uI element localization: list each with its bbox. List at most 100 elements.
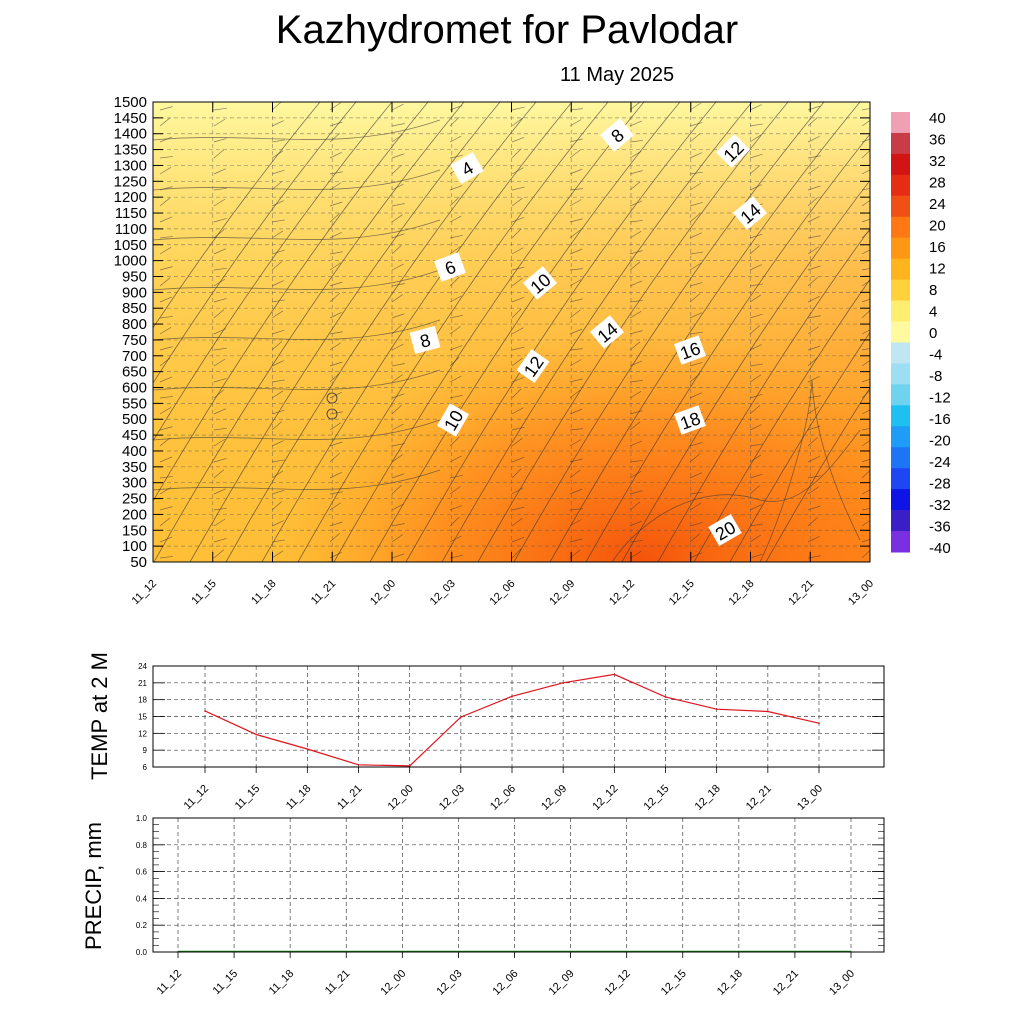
temp-y-tick-label: 12 (138, 729, 147, 738)
wind-barb (213, 518, 226, 527)
wind-barb (449, 394, 463, 399)
heatmap-y-tick-label: 150 (122, 522, 147, 539)
isotherm-line (621, 179, 870, 562)
colorbar-swatch (891, 321, 910, 343)
heatmap-y-tick-label: 250 (122, 491, 147, 508)
wind-barb (329, 471, 342, 479)
colorbar-tick-label: 28 (929, 175, 946, 192)
wind-barb (807, 486, 819, 495)
wind-barb (569, 268, 583, 271)
colorbar-tick-label: 24 (929, 196, 946, 213)
wind-barb (511, 228, 522, 239)
precip-y-tick-label: 1.0 (136, 814, 148, 823)
wind-barb (271, 310, 284, 319)
heatmap-x-tick-label: 12_09 (547, 578, 577, 608)
precip-x-tick-label: 12_03 (434, 968, 464, 998)
wind-barb (391, 134, 403, 143)
heatmap-y-tick-label: 1050 (114, 237, 147, 254)
wind-barb (159, 186, 173, 191)
heatmap-x-tick-label: 12_03 (428, 578, 458, 608)
isotherm-line (153, 169, 441, 191)
wind-barb (213, 278, 226, 287)
heatmap-y-tick-label: 350 (122, 459, 147, 476)
heatmap-y-tick-label: 50 (130, 554, 147, 571)
wind-barb (213, 107, 227, 111)
wind-barb (329, 182, 341, 191)
wind-barb (749, 134, 762, 143)
colorbar-swatch (891, 363, 910, 385)
wind-barb (807, 117, 818, 127)
wind-barb (861, 409, 870, 415)
temp-x-tick-label: 12_03 (437, 783, 467, 813)
wind-barb (391, 313, 405, 319)
wind-barb (629, 421, 641, 431)
wind-barb (511, 327, 524, 335)
wind-barb (749, 184, 762, 191)
wind-barb (569, 508, 583, 511)
wind-barb (629, 261, 641, 271)
wind-barb (391, 523, 405, 527)
wind-barb (329, 502, 341, 511)
wind-barb (213, 389, 225, 399)
precip-ylabel: PRECIP, mm (81, 822, 106, 950)
wind-barb (213, 358, 226, 367)
heatmap-y-tick-label: 1300 (114, 157, 147, 174)
wind-barb (159, 117, 171, 127)
wind-barb (329, 453, 340, 463)
wind-barb (629, 380, 643, 383)
precip-y-tick-label: 0.8 (136, 841, 148, 850)
wind-barb (569, 229, 581, 239)
wind-barb (271, 150, 284, 159)
wind-barb (329, 422, 341, 431)
temp-point (408, 765, 411, 767)
colorbar-tick-label: 20 (929, 218, 946, 235)
temp-point (357, 763, 360, 766)
contour-label-bg (436, 403, 470, 437)
wind-barb (689, 453, 701, 463)
wind-barb (159, 167, 172, 175)
wind-barb (391, 153, 405, 159)
wind-barb (511, 468, 522, 479)
wind-barb (861, 538, 870, 543)
colorbar-swatch (891, 279, 910, 302)
wind-barb (511, 437, 523, 447)
wind-barb (213, 118, 226, 127)
colorbar-tick-label: -12 (929, 390, 951, 407)
precip-gridlines (153, 818, 884, 952)
heatmap-x-tick-label: 11_21 (309, 578, 339, 608)
wind-barb (511, 537, 525, 543)
wind-barb (511, 266, 525, 271)
wind-barb (213, 187, 227, 191)
wind-barb (159, 346, 173, 351)
wind-barb (511, 117, 523, 127)
wind-barb (213, 538, 227, 543)
isotherm-line (153, 119, 441, 141)
temp-y-tick-label: 15 (138, 713, 147, 722)
wind-barb (391, 443, 405, 447)
wind-barb (749, 553, 763, 559)
wind-barb (271, 280, 284, 287)
wind-barb (689, 533, 701, 543)
wind-barb (807, 277, 818, 287)
wind-barb (329, 151, 342, 159)
wind-barb (271, 169, 285, 175)
wind-barb (511, 517, 523, 527)
wind-barb (271, 139, 285, 143)
wind-barb (511, 357, 523, 367)
wind-barb (213, 138, 227, 143)
wind-barb (511, 197, 523, 207)
contour-label: 8 (418, 330, 433, 352)
wind-barb (159, 426, 173, 431)
wind-barb (159, 556, 173, 559)
wind-barb (569, 168, 583, 175)
wind-barb (689, 502, 702, 511)
wind-barb (569, 298, 583, 303)
wind-barb (569, 359, 582, 367)
isotherm-line (153, 419, 441, 441)
temp-point (511, 695, 513, 698)
colorbar-swatch (891, 112, 910, 134)
wind-barb (511, 277, 523, 287)
heatmap-y-tick-label: 900 (122, 284, 147, 301)
wind-barb (159, 456, 173, 463)
